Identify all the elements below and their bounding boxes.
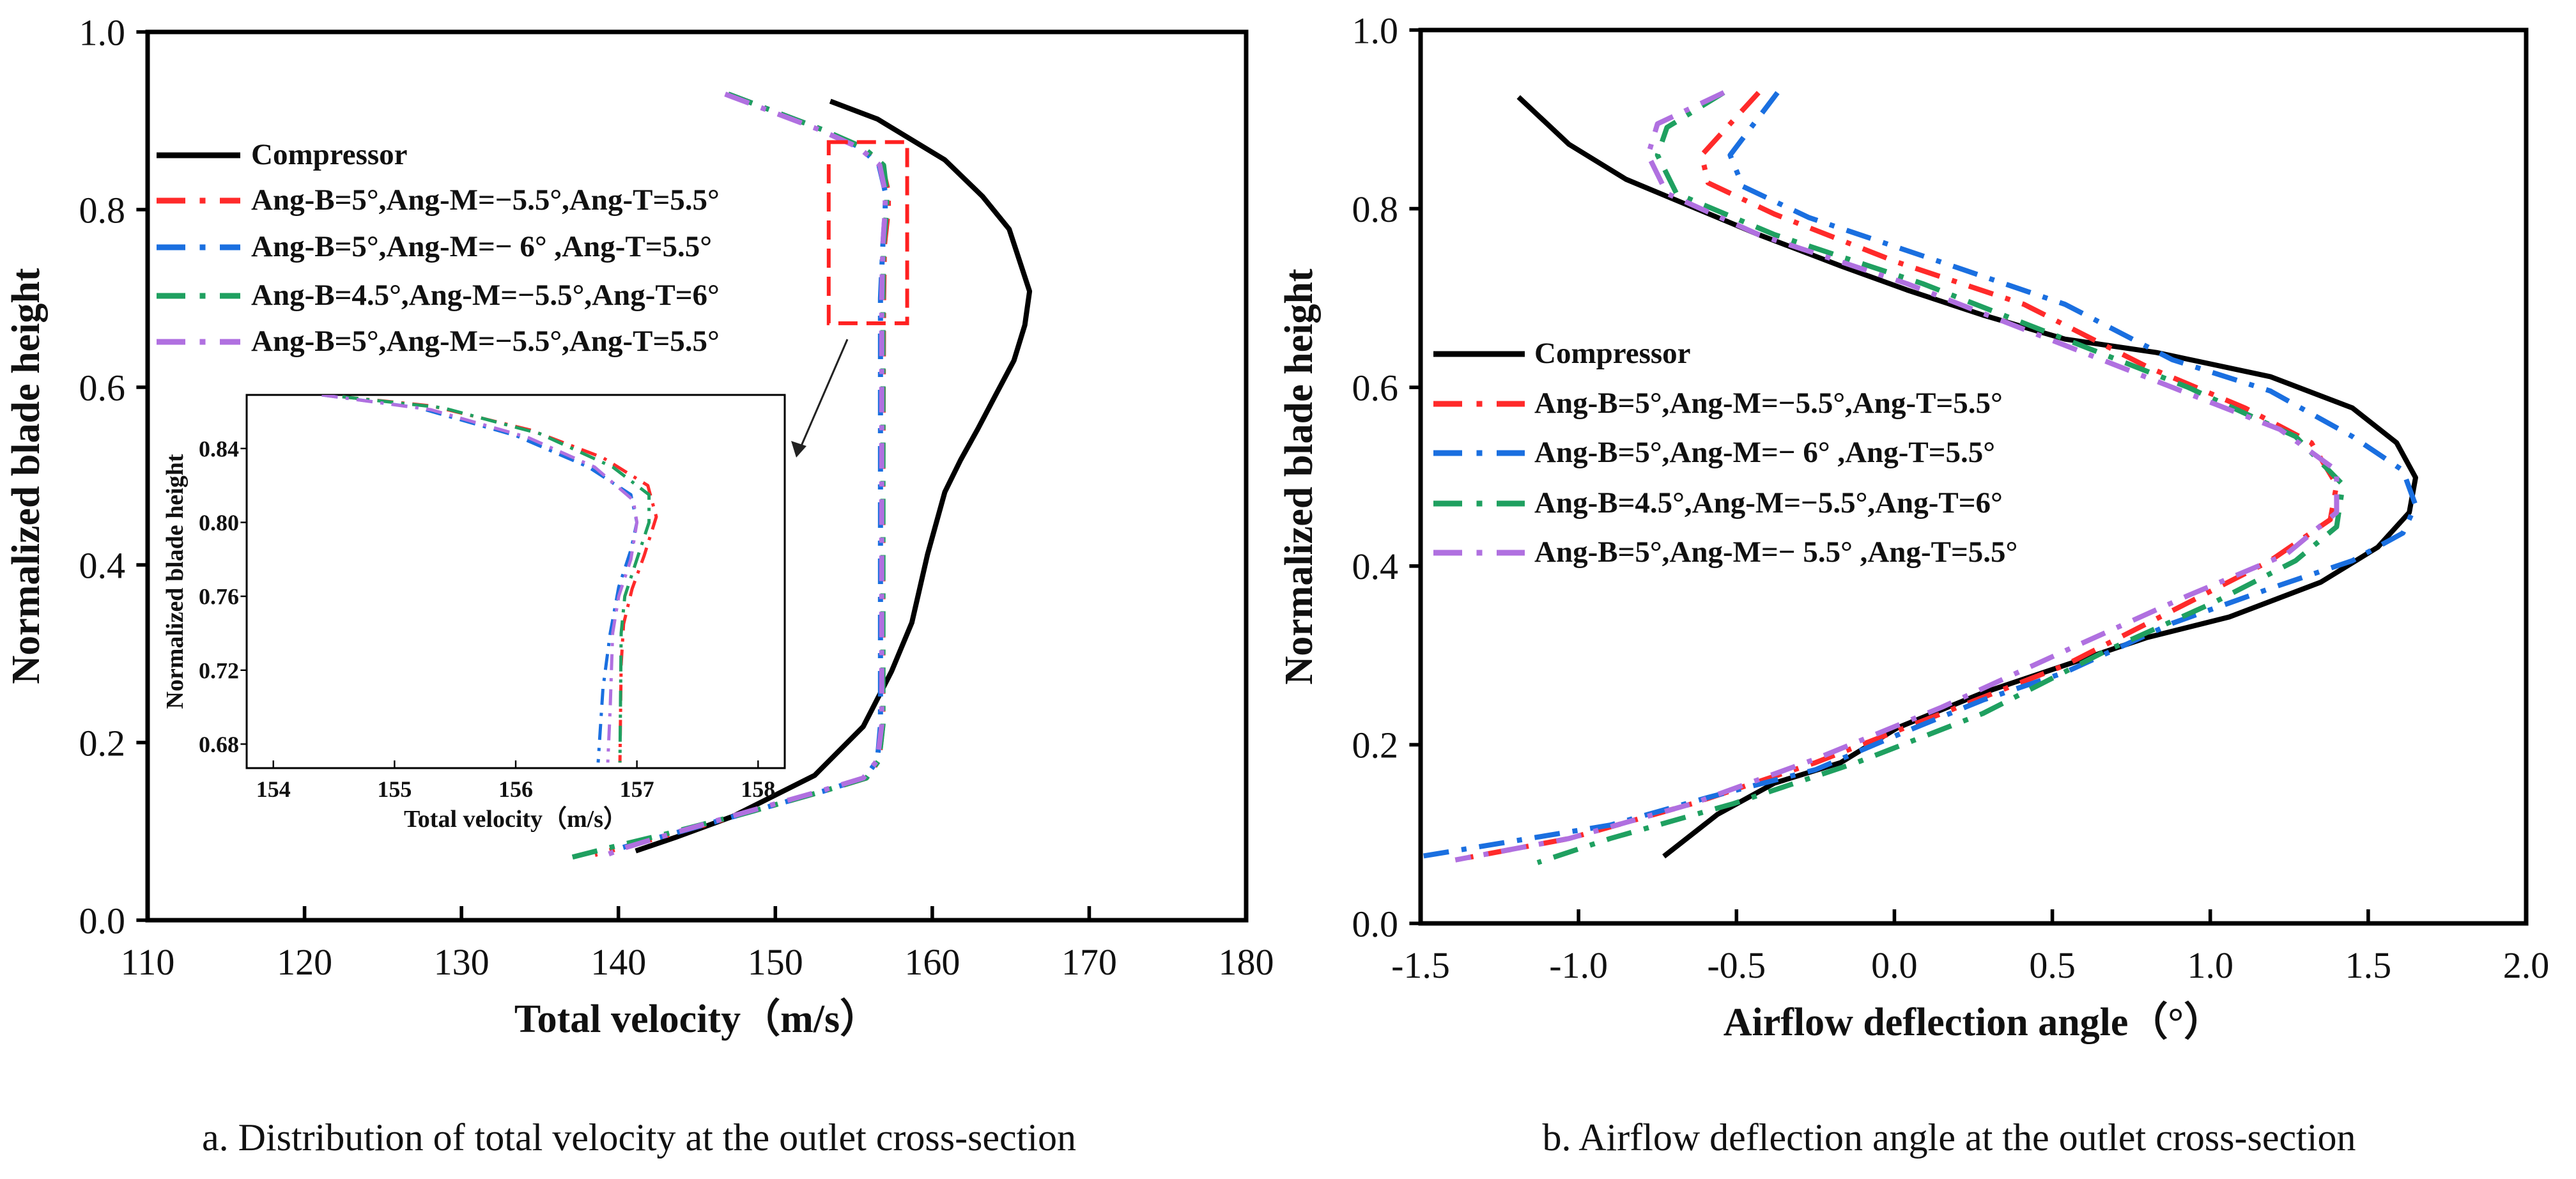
a-y-axis-label: Normalized blade height <box>4 268 48 684</box>
caption-a: a. Distribution of total velocity at the… <box>202 1116 1076 1159</box>
inset-y-tick-label: 0.84 <box>199 436 239 461</box>
b-y-tick-label: 0.8 <box>1352 189 1399 230</box>
b-x-tick-label: -1.5 <box>1391 944 1450 986</box>
legend-item: Ang-B=5°,Ang-M=−5.5°,Ang-T=5.5° <box>157 325 720 358</box>
inset-series-line-0 <box>342 395 658 763</box>
inset-plot-frame <box>245 394 786 769</box>
inset-series-group <box>321 395 658 763</box>
b-x-tick-label: -0.5 <box>1707 944 1766 986</box>
legend-item: Ang-B=5°,Ang-M=− 5.5° ,Ang-T=5.5° <box>1433 536 2017 569</box>
b-series-line-2 <box>1421 91 2418 859</box>
a-series-group <box>561 91 1033 863</box>
b-x-tick-label: 0.5 <box>2029 944 2076 986</box>
zoom-arrow-head <box>791 441 806 458</box>
inset-y-tick-label: 0.72 <box>199 658 239 683</box>
legend-item: Ang-B=5°,Ang-M=− 6° ,Ang-T=5.5° <box>1433 436 1995 469</box>
a-series-line-4 <box>597 91 888 861</box>
a-y-tick-label: 0.0 <box>79 900 126 941</box>
inset-y-tick-label: 0.76 <box>199 584 239 610</box>
a-x-tick-label: 110 <box>121 941 175 983</box>
a-x-tick-label: 120 <box>277 941 332 983</box>
a-x-tick-label: 160 <box>904 941 960 983</box>
chart-airflow-deflection: -1.5 -1.0 -0.5 0.0 0.5 1.0 1.5 2.0 0.0 0.2 0.4 0.6 0… <box>1277 10 2549 1044</box>
legend-item: Compressor <box>1433 337 1691 370</box>
a-x-tick-label: 170 <box>1061 941 1117 983</box>
b-series-group <box>1421 90 2418 865</box>
legend-label: Ang-B=5°,Ang-M=− 6° ,Ang-T=5.5° <box>251 230 712 263</box>
inset-x-tick-label: 155 <box>377 776 412 802</box>
a-x-tick-label: 140 <box>590 941 646 983</box>
b-y-tick-label: 0.0 <box>1352 903 1399 944</box>
a-plot-frame <box>145 29 1249 923</box>
zoom-highlight-box <box>826 140 909 325</box>
legend-item: Compressor <box>157 138 408 171</box>
legend-label: Ang-B=5°,Ang-M=−5.5°,Ang-T=5.5° <box>1534 387 2003 420</box>
b-plot-frame <box>1418 27 2529 926</box>
legend-label: Compressor <box>1534 337 1691 370</box>
b-y-tick-label: 0.6 <box>1352 367 1399 409</box>
b-x-tick-label: -1.0 <box>1549 944 1608 986</box>
a-y-tick-label: 0.6 <box>79 367 126 408</box>
inset-x-tick-label: 157 <box>620 776 654 802</box>
caption-b: b. Airflow deflection angle at the outle… <box>1543 1116 2356 1159</box>
a-x-axis-label: Total velocity（m/s） <box>514 996 879 1041</box>
chart-total-velocity: 110 120 130 140 150 160 170 180 0.0 0.2 0.4 0.6 0.8 1… <box>4 12 1274 1041</box>
b-x-tick-label: 0.0 <box>1871 944 1918 986</box>
b-x-tick-label: 1.0 <box>2187 944 2233 986</box>
a-y-tick-label: 0.4 <box>79 544 126 586</box>
legend-item: Ang-B=5°,Ang-M=−5.5°,Ang-T=5.5° <box>1433 387 2003 420</box>
legend-label: Ang-B=5°,Ang-M=− 6° ,Ang-T=5.5° <box>1534 436 1995 469</box>
b-y-axis-label: Normalized blade height <box>1277 268 1321 684</box>
inset-x-tick-label: 154 <box>256 776 291 802</box>
a-x-tick-label: 150 <box>748 941 803 983</box>
legend-item: Ang-B=5°,Ang-M=−5.5°,Ang-T=5.5° <box>157 183 720 217</box>
b-y-tick-label: 0.2 <box>1352 725 1399 766</box>
legend-item: Ang-B=4.5°,Ang-M=−5.5°,Ang-T=6° <box>1433 486 2003 520</box>
legend-item: Ang-B=5°,Ang-M=− 6° ,Ang-T=5.5° <box>157 230 712 263</box>
inset-y-tick-label: 0.80 <box>199 510 239 536</box>
inset-x-axis-label: Total velocity（m/s） <box>404 806 628 833</box>
a-x-tick-label: 180 <box>1219 941 1274 983</box>
a-y-tick-label: 0.2 <box>79 722 126 764</box>
b-series-line-3 <box>1536 90 2346 865</box>
inset-y-tick-label: 0.68 <box>199 732 239 757</box>
b-x-tick-label: 2.0 <box>2503 944 2550 986</box>
legend-label: Ang-B=4.5°,Ang-M=−5.5°,Ang-T=6° <box>251 279 720 312</box>
a-y-tick-label: 1.0 <box>79 12 126 53</box>
inset-x-tick-label: 156 <box>498 776 533 802</box>
a-y-tick-label: 0.8 <box>79 189 126 231</box>
b-x-axis-label: Airflow deflection angle（°） <box>1724 999 2223 1044</box>
legend-item: Ang-B=4.5°,Ang-M=−5.5°,Ang-T=6° <box>157 279 720 312</box>
legend-label: Ang-B=5°,Ang-M=−5.5°,Ang-T=5.5° <box>251 183 720 217</box>
inset-chart: 154 155 156 157 158 0.68 0.72 0.76 0.80 0.84 Total… <box>162 394 786 833</box>
inset-series-line-2 <box>342 395 651 763</box>
b-y-tick-label: 0.4 <box>1352 546 1399 587</box>
b-x-tick-label: 1.5 <box>2345 944 2392 986</box>
inset-y-axis-label: Normalized blade height <box>162 454 189 709</box>
inset-series-line-3 <box>321 395 639 763</box>
a-series-line-0 <box>635 98 1033 854</box>
legend-label: Ang-B=5°,Ang-M=−5.5°,Ang-T=5.5° <box>251 325 720 358</box>
b-series-line-1 <box>1454 91 2340 863</box>
b-y-tick-label: 1.0 <box>1352 10 1399 51</box>
legend-label: Ang-B=4.5°,Ang-M=−5.5°,Ang-T=6° <box>1534 486 2003 520</box>
b-series-line-0 <box>1516 95 2418 859</box>
inset-x-tick-label: 158 <box>741 776 775 802</box>
a-x-tick-label: 130 <box>434 941 490 983</box>
zoom-arrow-line <box>799 339 849 449</box>
legend-label: Ang-B=5°,Ang-M=− 5.5° ,Ang-T=5.5° <box>1534 536 2017 569</box>
legend-label: Compressor <box>251 138 408 171</box>
